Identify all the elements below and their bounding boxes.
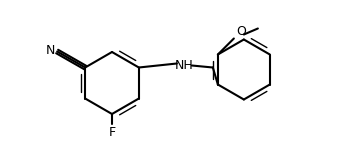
Text: O: O	[236, 25, 246, 38]
Text: N: N	[45, 44, 55, 57]
Text: NH: NH	[175, 59, 193, 72]
Text: F: F	[109, 125, 116, 138]
